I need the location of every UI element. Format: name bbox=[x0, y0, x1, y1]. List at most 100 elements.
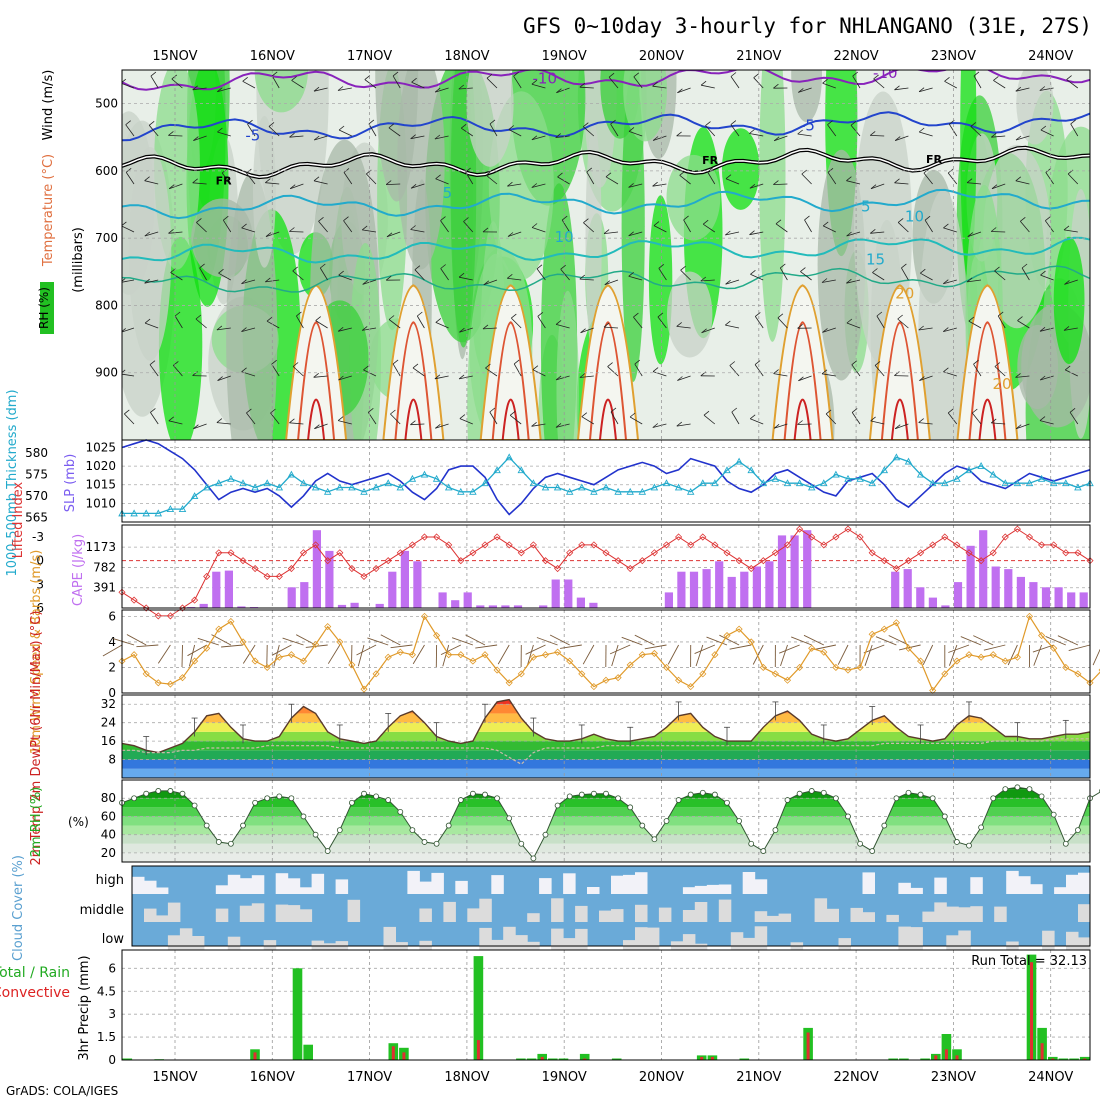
li-axis-label: Lifted Index bbox=[11, 481, 26, 558]
rh-point bbox=[737, 819, 742, 824]
cloud-cell bbox=[192, 936, 205, 950]
wind-barb bbox=[1008, 645, 1017, 665]
wind-barb bbox=[158, 645, 170, 663]
rh-point bbox=[156, 788, 161, 793]
cape-bar bbox=[1055, 587, 1063, 608]
cloud-cell bbox=[851, 908, 864, 922]
rh-point bbox=[144, 791, 149, 796]
cloud-cell bbox=[1054, 887, 1067, 894]
cloud-cell bbox=[300, 887, 313, 894]
cloud-cell bbox=[216, 909, 229, 922]
cape-bar bbox=[954, 582, 962, 608]
rh-point bbox=[579, 792, 584, 797]
cloud-cell bbox=[970, 877, 983, 894]
cloud-cell bbox=[216, 885, 229, 894]
rh-point bbox=[543, 832, 548, 837]
cloud-cell bbox=[755, 911, 768, 922]
rh-point bbox=[507, 816, 512, 821]
cloud-cell bbox=[1030, 884, 1043, 894]
rh-point bbox=[930, 796, 935, 801]
cloud-cell bbox=[539, 878, 552, 894]
precip-convective-bar bbox=[402, 1052, 405, 1060]
bottom-date-label: 18NOV bbox=[444, 1070, 489, 1085]
cloud-cell bbox=[958, 931, 971, 951]
wind-barb bbox=[838, 645, 848, 665]
temp-band bbox=[122, 769, 1090, 778]
rh-point bbox=[458, 798, 463, 803]
rh-point bbox=[1075, 828, 1080, 833]
pressure-tick: 500 bbox=[95, 97, 118, 111]
cape-bar bbox=[1017, 577, 1025, 608]
temp-area bbox=[122, 695, 1090, 778]
rh-point bbox=[700, 790, 705, 795]
cloud-cell bbox=[683, 887, 696, 894]
cloud-cell bbox=[958, 907, 971, 922]
rh-point bbox=[1027, 787, 1032, 792]
cloud-cell bbox=[1066, 932, 1079, 950]
rh2m-axis-label: 2m RH (%) bbox=[29, 787, 44, 858]
wind-barb bbox=[991, 232, 1005, 233]
isotherm-label: -5 bbox=[800, 117, 815, 135]
rh-point bbox=[725, 800, 730, 805]
precip-convective-bar bbox=[934, 1055, 937, 1060]
bottom-date-label: 19NOV bbox=[542, 1070, 587, 1085]
cloud-cell bbox=[324, 943, 337, 950]
rh-point bbox=[954, 839, 959, 844]
cape-bar bbox=[388, 572, 396, 608]
wind-barb bbox=[1069, 645, 1090, 651]
rh-point bbox=[289, 796, 294, 801]
rh-point bbox=[870, 849, 875, 854]
precip-total-bar bbox=[293, 968, 303, 1060]
rh-point bbox=[132, 796, 137, 801]
cape-bar bbox=[401, 551, 409, 608]
cloud-cell bbox=[587, 887, 600, 894]
cloud-cell bbox=[575, 906, 588, 922]
cape-bar bbox=[703, 569, 711, 608]
cloud-cell bbox=[946, 907, 959, 922]
cape-bar bbox=[803, 530, 811, 608]
cloud-cell bbox=[144, 909, 157, 922]
wind-barb bbox=[560, 645, 582, 648]
wind-barb bbox=[328, 645, 340, 664]
wind-barb bbox=[612, 645, 618, 666]
precip-tick: 6 bbox=[108, 961, 116, 975]
rh-point bbox=[228, 841, 233, 846]
rh-point bbox=[362, 791, 367, 796]
rh-tick: 60 bbox=[101, 809, 116, 823]
rh-point bbox=[192, 803, 197, 808]
thickness-tick: 580 bbox=[25, 446, 48, 460]
cloud-cell bbox=[551, 898, 564, 922]
cloud-cell bbox=[779, 914, 792, 922]
cloud-cell bbox=[348, 900, 361, 922]
cloud-cell bbox=[743, 872, 756, 894]
isotherm-label: 10 bbox=[555, 228, 574, 246]
precip-convective-bar bbox=[1041, 1043, 1044, 1060]
isotherm-label: FR bbox=[216, 174, 233, 187]
rh-point bbox=[991, 796, 996, 801]
cape-bar bbox=[1042, 587, 1050, 608]
wind-barb bbox=[452, 638, 473, 645]
temp-band bbox=[122, 713, 1090, 722]
cloud-row-label: low bbox=[102, 932, 125, 947]
cloud-cell bbox=[635, 927, 648, 950]
top-date-label: 15NOV bbox=[152, 49, 197, 64]
rh-point bbox=[386, 798, 391, 803]
cape-bar bbox=[929, 598, 937, 608]
cloud-cell bbox=[731, 932, 744, 950]
li-tick: -3 bbox=[32, 530, 44, 544]
rh-point bbox=[434, 841, 439, 846]
rh-point bbox=[567, 794, 572, 799]
rh-point bbox=[846, 814, 851, 819]
cape-bar bbox=[791, 535, 799, 608]
temp-band bbox=[122, 760, 1090, 769]
cape-bar bbox=[740, 572, 748, 608]
cloud-row-label: high bbox=[96, 873, 124, 888]
cape-bar bbox=[715, 561, 723, 608]
rh-tick: 20 bbox=[101, 846, 116, 860]
cloud-cell bbox=[695, 944, 708, 950]
rh-point bbox=[821, 790, 826, 795]
cloud-cell bbox=[168, 903, 181, 922]
pressure-tick: 900 bbox=[95, 366, 118, 380]
cloud-cell bbox=[611, 876, 624, 894]
